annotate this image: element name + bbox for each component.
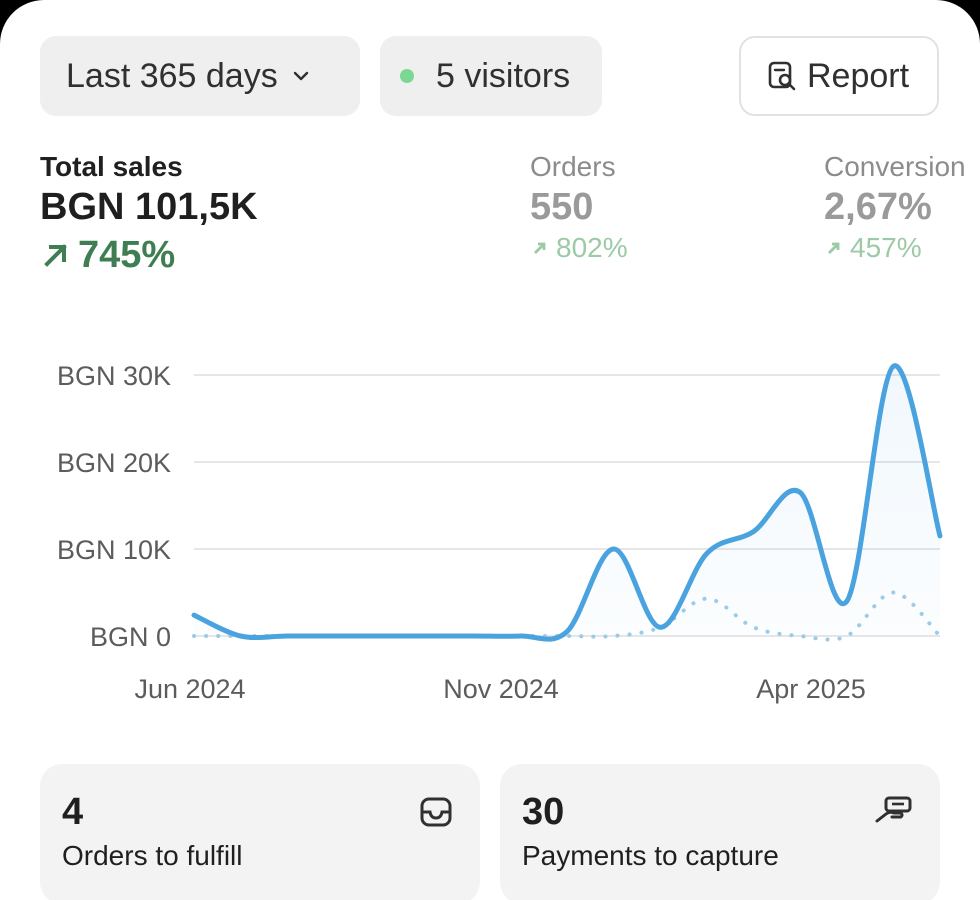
metric-conversion[interactable]: Conversion 2,67% 457% [824,150,966,266]
x-tick-label: Apr 2025 [756,674,866,704]
metric-orders[interactable]: Orders 550 802% [530,150,628,266]
inbox-icon [418,794,454,835]
card-value: 4 [62,791,84,833]
metric-change-value: 457% [850,232,922,263]
metric-change-value: 745% [78,234,176,276]
report-label: Report [807,56,910,95]
metric-label: Orders [530,151,616,182]
card-value: 30 [522,791,565,833]
y-tick-label: BGN 0 [90,622,171,652]
date-range-selector[interactable]: Last 365 days [40,36,360,116]
metric-change: 457% [824,230,966,266]
metric-label: Total sales [40,151,183,182]
live-dot-icon [400,69,414,83]
hand-cash-icon [874,794,914,835]
arrow-up-right-icon [828,242,840,254]
y-tick-label: BGN 20K [57,448,171,478]
date-range-label: Last 365 days [66,56,278,95]
metric-value: 550 [530,186,594,228]
metric-change-value: 802% [556,232,628,263]
arrow-up-right-icon [44,244,67,267]
series-line-current [191,363,943,642]
x-tick-label: Jun 2024 [134,674,245,704]
y-tick-label: BGN 10K [57,535,171,565]
sales-area [194,365,940,640]
metric-change: 802% [530,230,628,266]
sales-chart: BGN 30K BGN 20K BGN 10K BGN 0 Jun 2024 Nov 2… [57,361,943,704]
visitors-label: 5 visitors [436,56,571,95]
metric-value: 2,67% [824,186,932,228]
metric-change: 745% [40,230,258,280]
metric-total-sales[interactable]: Total sales BGN 101,5K 745% [40,150,258,280]
visitors-indicator[interactable]: 5 visitors [380,36,602,116]
metric-value: BGN 101,5K [40,186,258,228]
payments-to-capture-card[interactable]: 30 Payments to capture [500,764,940,900]
y-tick-label: BGN 30K [57,361,171,391]
orders-to-fulfill-card[interactable]: 4 Orders to fulfill [40,764,480,900]
card-label: Payments to capture [522,840,779,871]
x-tick-label: Nov 2024 [443,674,559,704]
chevron-down-icon [290,65,312,87]
card-label: Orders to fulfill [62,840,243,871]
report-search-icon [765,59,799,93]
arrow-up-right-icon [534,242,546,254]
report-button[interactable]: Report [739,36,939,116]
metric-label: Conversion [824,151,966,182]
